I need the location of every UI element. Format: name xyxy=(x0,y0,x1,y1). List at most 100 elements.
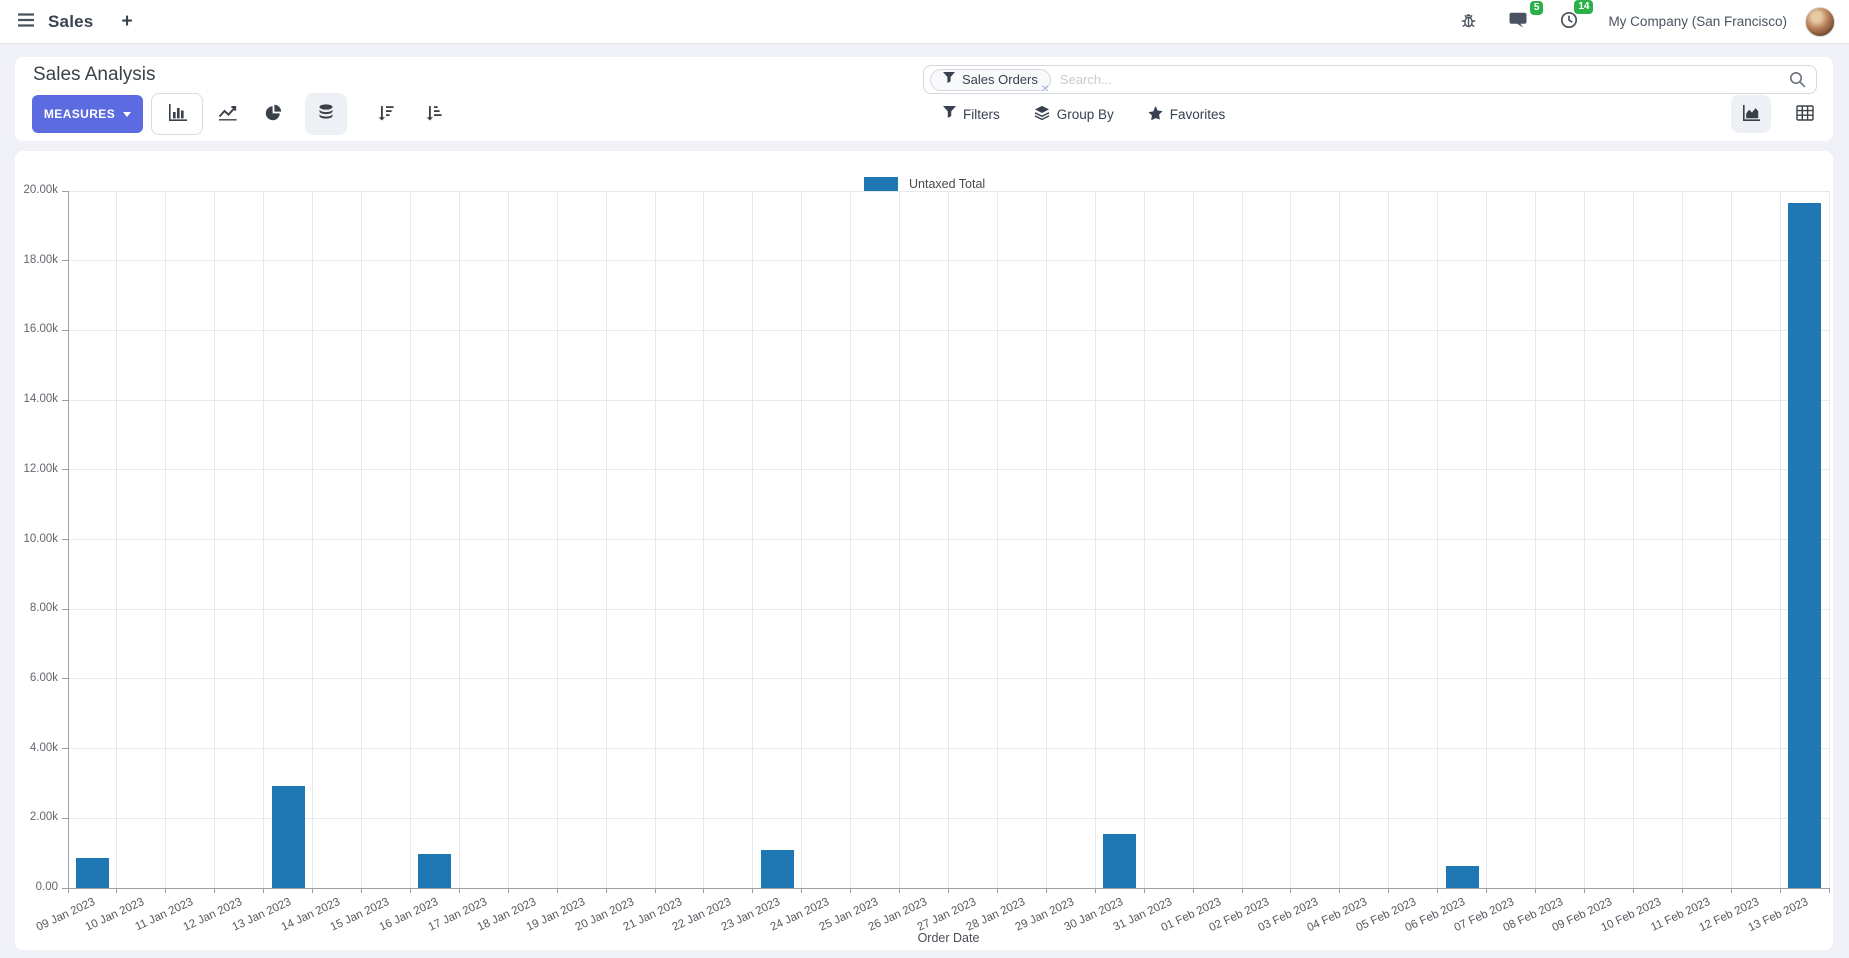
chevron-down-icon xyxy=(123,111,132,117)
grid-line-v xyxy=(1535,191,1536,888)
y-tick-label: 10.00k xyxy=(23,532,58,545)
sort-descending-button[interactable] xyxy=(361,93,409,135)
favorites-label: Favorites xyxy=(1169,106,1226,122)
grid-line-v xyxy=(1339,191,1341,888)
remove-facet-button[interactable]: × xyxy=(1041,80,1050,96)
x-tick-mark xyxy=(1388,888,1390,893)
legend-label: Untaxed Total xyxy=(909,177,986,191)
bar-30-jan-2023[interactable] xyxy=(1103,833,1137,888)
grid-line-v xyxy=(1045,191,1047,888)
y-tick-label: 18.00k xyxy=(23,253,58,266)
x-tick-mark xyxy=(1828,888,1830,893)
bar-13-jan-2023[interactable] xyxy=(271,785,305,888)
bar-16-jan-2023[interactable] xyxy=(418,854,452,888)
grid-line-v xyxy=(1730,191,1732,888)
hamburger-icon xyxy=(18,13,34,30)
activities-button[interactable] xyxy=(1556,7,1582,36)
y-axis-line xyxy=(68,191,69,888)
y-tick-label: 4.00k xyxy=(29,741,58,754)
y-tick-mark xyxy=(62,748,68,750)
bar-chart-plot: 0.00 2.00k 4.00k 6.00k 8.00k 10.00k 12.00k 14.0… xyxy=(23,184,1830,934)
layers-icon xyxy=(1034,105,1050,123)
search-box[interactable]: Sales Orders Search... xyxy=(923,65,1817,94)
search-icon[interactable] xyxy=(1789,71,1806,93)
grid-line-v xyxy=(899,191,901,888)
y-tick-label: 6.00k xyxy=(29,671,58,684)
new-record-button[interactable]: + xyxy=(117,7,136,37)
y-tick-label: 16.00k xyxy=(23,323,58,336)
grid-line-v xyxy=(996,191,998,888)
bar-09-jan-2023[interactable] xyxy=(75,858,109,888)
y-tick-mark xyxy=(62,817,68,819)
grid-line-v xyxy=(1632,191,1634,888)
y-tick-mark xyxy=(62,469,68,471)
y-tick-label: 12.00k xyxy=(23,462,58,475)
y-tick-mark xyxy=(62,608,68,610)
star-icon xyxy=(1148,105,1163,123)
grid-line-v xyxy=(1486,191,1488,888)
activities-count-badge: 14 xyxy=(1574,0,1594,14)
grid-line-v xyxy=(263,191,265,888)
x-tick-mark xyxy=(1535,888,1536,893)
messages-button[interactable] xyxy=(1505,8,1532,36)
company-switcher[interactable]: My Company (San Francisco) xyxy=(1608,14,1787,29)
debug-button[interactable] xyxy=(1456,8,1481,36)
apps-menu-button[interactable] xyxy=(14,9,38,34)
pivot-view-button[interactable] xyxy=(1785,95,1825,133)
x-tick-mark xyxy=(1632,888,1634,893)
y-tick-mark xyxy=(62,190,68,192)
search-facet-sales-orders[interactable]: Sales Orders xyxy=(930,68,1051,91)
sort-ascending-button[interactable] xyxy=(409,93,457,135)
x-tick-mark xyxy=(556,888,558,893)
grid-line-v xyxy=(1828,191,1830,888)
x-tick-mark xyxy=(948,888,949,893)
x-tick-mark xyxy=(605,888,607,893)
pie-chart-mode-button[interactable] xyxy=(251,93,295,135)
y-tick-label: 8.00k xyxy=(29,602,58,615)
y-tick-label: 14.00k xyxy=(23,393,58,406)
filters-menu-button[interactable]: Filters xyxy=(943,106,1000,122)
group-by-label: Group By xyxy=(1056,106,1114,122)
navbar-right: 5 14 My Company (San Francisco) xyxy=(1456,0,1835,37)
grid-line-v xyxy=(1290,191,1292,888)
grid-line-v xyxy=(312,191,314,888)
grid-line-v xyxy=(507,191,509,888)
x-tick-mark xyxy=(996,888,998,893)
chart-legend-item[interactable]: Untaxed Total xyxy=(864,177,985,191)
graph-toolbar: MEASURES xyxy=(15,93,457,135)
x-tick-mark xyxy=(409,888,411,893)
favorites-menu-button[interactable]: Favorites xyxy=(1148,105,1226,123)
grid-line-v xyxy=(801,191,803,888)
x-tick-mark xyxy=(1583,888,1585,893)
x-tick-mark xyxy=(654,888,656,893)
bar-13-feb-2023[interactable] xyxy=(1788,202,1822,888)
grid-line-v xyxy=(458,191,460,888)
bar-23-jan-2023[interactable] xyxy=(760,850,794,888)
grid-line-v xyxy=(1388,191,1390,888)
stacked-toggle-button[interactable] xyxy=(305,93,347,135)
bar-chart-icon xyxy=(168,104,187,124)
x-tick-mark xyxy=(116,888,118,893)
facet-label: Sales Orders xyxy=(962,72,1038,87)
y-tick-mark xyxy=(62,260,68,262)
x-tick-mark xyxy=(263,888,265,893)
measures-button[interactable]: MEASURES xyxy=(32,95,143,133)
app-name[interactable]: Sales xyxy=(48,11,94,31)
x-tick-mark xyxy=(1437,888,1439,893)
graph-view-button[interactable] xyxy=(1731,95,1771,133)
grid-line-v xyxy=(361,191,362,888)
line-chart-mode-button[interactable] xyxy=(203,93,251,135)
y-tick-label: 2.00k xyxy=(29,811,58,824)
y-tick-mark xyxy=(62,329,68,331)
bar-06-feb-2023[interactable] xyxy=(1445,866,1479,888)
chart-area: Untaxed Total 0.00 2.00k 4.00k 6.00k 8.00k 10… xyxy=(15,151,1833,950)
grid-line-v xyxy=(850,191,852,888)
group-by-menu-button[interactable]: Group By xyxy=(1034,105,1114,123)
bar-chart-mode-button[interactable] xyxy=(151,93,203,135)
user-avatar[interactable] xyxy=(1805,6,1835,37)
filter-icon xyxy=(943,106,956,122)
sort-amount-asc-icon xyxy=(425,105,442,124)
view-switcher xyxy=(1731,95,1825,133)
top-navbar: Sales + xyxy=(0,0,1849,44)
grid-line-v xyxy=(605,191,607,888)
